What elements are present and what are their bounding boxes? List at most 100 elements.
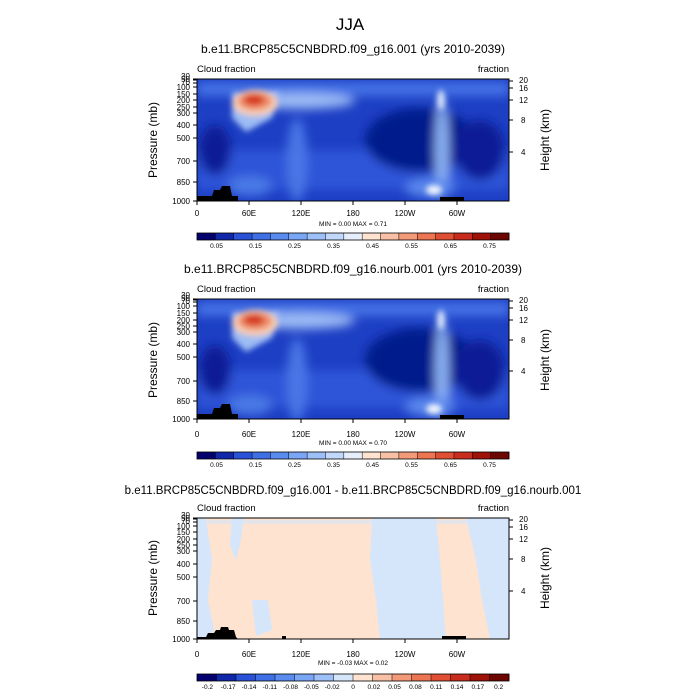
colorbar-swatch: [417, 233, 436, 240]
topography: [197, 404, 464, 419]
ytick-label: 70: [181, 78, 190, 87]
y2tick-label: 12: [519, 96, 528, 105]
colorbar-swatch: [236, 674, 256, 681]
colorbar-label: -0.02: [325, 684, 340, 691]
ytick-label: 700: [177, 377, 191, 386]
colorbar-label: -0.11: [263, 684, 278, 691]
colorbar-label: 0.11: [430, 684, 443, 691]
y2tick-label: 4: [521, 587, 526, 596]
xtick-label: 0: [195, 430, 200, 439]
xtick-label: 180: [346, 430, 360, 439]
ytick-label: 700: [177, 157, 191, 166]
tropical-column-2: [435, 320, 449, 419]
xtick-label: 60W: [449, 650, 466, 659]
ytick-label: 30: [181, 511, 190, 520]
panel-1-left-label: Cloud fraction: [197, 64, 256, 75]
panel-3: b.e11.BRCP85C5CNBDRD.f09_g16.001 - b.e11…: [125, 485, 582, 691]
colorbar-swatch: [453, 452, 473, 459]
xtick-label: 120E: [292, 650, 311, 659]
xtick-label: 180: [346, 650, 360, 659]
ytick-label: 150: [177, 90, 191, 99]
colorbar-label: 0.35: [327, 462, 340, 469]
colorbar-swatch: [215, 452, 234, 459]
panel-3-stats: MIN = -0.03 MAX = 0.02: [318, 660, 388, 667]
panel-1-y-ticks: 1000 850 700 500 400 300 250 200 150 100…: [172, 72, 197, 206]
colorbar-swatch: [398, 452, 418, 459]
panel-2-left-label: Cloud fraction: [197, 284, 256, 295]
colorbar-swatch: [233, 452, 253, 459]
negative-patch-upper: [197, 520, 509, 524]
colorbar-swatch: [372, 674, 393, 681]
y2tick-label: 8: [521, 116, 526, 125]
ytick-label: 300: [177, 547, 191, 556]
panel-3-colorbar: -0.2 -0.17 -0.14 -0.11 -0.08 -0.05 -0.02 0 0.02 0…: [196, 673, 510, 691]
topography: [197, 186, 464, 201]
ytick-label: 50: [181, 514, 190, 523]
colorbar-swatch: [252, 233, 271, 240]
colorbar-label: 0.17: [471, 684, 484, 691]
panel-1-y-axis-label: Pressure (mb): [146, 102, 160, 178]
stratus-peak: [426, 185, 442, 195]
colorbar-swatch: [380, 233, 400, 240]
ytick-label: 70: [181, 297, 190, 306]
tropical-column-2: [435, 100, 449, 200]
y2tick-label: 12: [519, 535, 528, 544]
y2tick-label: 8: [521, 555, 526, 564]
y2tick-label: 16: [519, 304, 528, 313]
colorbar-swatch: [294, 674, 315, 681]
colorbar-swatch: [435, 233, 455, 240]
panel-1-cloud-field: [197, 79, 509, 201]
colorbar-swatch: [252, 452, 271, 459]
atlantic-peak: [437, 310, 445, 330]
xtick-label: 120W: [395, 650, 416, 659]
colorbar-label: 0.2: [494, 684, 503, 691]
colorbar-swatch: [197, 674, 217, 681]
colorbar-label: 0.55: [405, 243, 418, 250]
y2tick-label: 20: [519, 76, 528, 85]
y2tick-label: 16: [519, 523, 528, 532]
colorbar-label: 0.15: [249, 243, 262, 250]
topography: [197, 627, 466, 639]
colorbar-label: 0.14: [451, 684, 464, 691]
negative-patch-midwest: [230, 518, 244, 560]
ytick-label: 100: [177, 522, 191, 531]
xtick-label: 60W: [449, 209, 466, 218]
ytick-label: 1000: [172, 197, 190, 206]
monsoon-core: [244, 315, 264, 325]
xtick-label: 120E: [292, 209, 311, 218]
panel-2-y2-ticks: 4 8 12 16 20: [509, 296, 528, 376]
colorbar-label: -0.14: [242, 684, 257, 691]
y2tick-label: 16: [519, 84, 528, 93]
ytick-label: 200: [177, 316, 191, 325]
colorbar-frame: [196, 232, 510, 241]
ytick-label: 850: [177, 178, 191, 187]
colorbar-swatch: [270, 452, 290, 459]
colorbar-swatch: [307, 452, 326, 459]
colorbar-label: 0.05: [388, 684, 401, 691]
colorbar-swatch: [472, 452, 491, 459]
panel-3-y2-axis-label: Height (km): [538, 547, 552, 609]
colorbar-label: -0.2: [202, 684, 214, 691]
dry-region-indian: [199, 125, 231, 175]
colorbar-swatch: [490, 452, 510, 459]
colorbar-swatch: [255, 674, 276, 681]
ytick-label: 200: [177, 535, 191, 544]
low-cloud-deck-2: [228, 395, 272, 415]
colorbar-swatch: [362, 233, 381, 240]
page-title: JJA: [336, 15, 365, 34]
colorbar-swatch: [489, 674, 510, 681]
atlantic-peak: [437, 90, 445, 110]
panel-2-y-ticks: 1000 850 700 500 400 300 250 200 150 100…: [172, 291, 197, 424]
ytick-label: 30: [181, 72, 190, 81]
colorbar-swatch: [314, 674, 334, 681]
ytick-label: 50: [181, 75, 190, 84]
monsoon-core: [244, 95, 264, 105]
colorbar-swatch: [197, 233, 216, 240]
colorbar-label: 0: [351, 684, 355, 691]
colorbar-swatch: [362, 452, 381, 459]
colorbar-swatch: [417, 452, 436, 459]
y2tick-label: 8: [521, 336, 526, 345]
ytick-label: 400: [177, 560, 191, 569]
ytick-label: 150: [177, 309, 191, 318]
ytick-label: 300: [177, 109, 191, 118]
